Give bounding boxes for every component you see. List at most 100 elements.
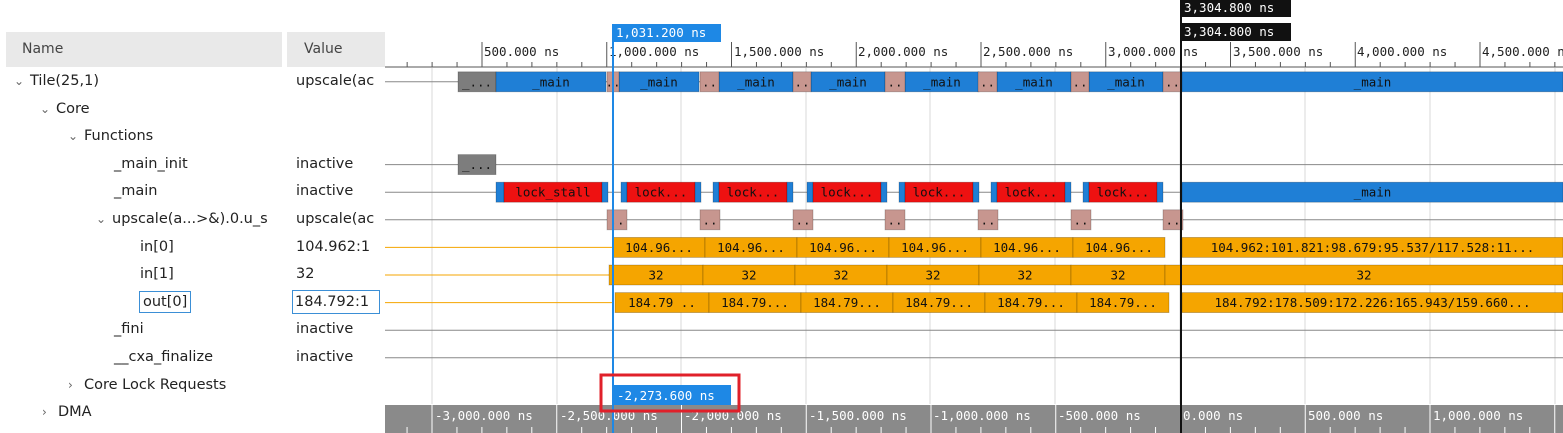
segment-main-label: _main	[829, 74, 867, 89]
waveform-view[interactable]: 500.000 ns 1,000.000 ns 1,500.000 ns 2,000.…	[385, 0, 1563, 433]
name-column-header[interactable]: Name	[6, 32, 282, 67]
tree-row-in1[interactable]: in[1] 32	[0, 261, 385, 288]
segment-out0-value-label: 184.79...	[1089, 295, 1157, 310]
segment-upscale-call	[792, 209, 814, 231]
tree-row-main-init[interactable]: _main_init inactive	[0, 151, 385, 178]
chevron-down-icon[interactable]: ⌄	[14, 74, 25, 88]
top-ruler-tick-label: 4,500.000 ns	[1482, 44, 1563, 59]
chevron-down-icon[interactable]: ⌄	[40, 101, 51, 116]
tree-row-out0[interactable]: out[0] 184.792:1	[0, 289, 385, 316]
segment-in1-value-label: 32	[1017, 268, 1032, 283]
tree-row-label: __cxa_finalize	[114, 344, 213, 371]
tree-row-value: upscale(ac	[296, 211, 375, 227]
segment-in0-value-label: 104.96...	[809, 240, 877, 255]
segment-upscale-call-label: ..	[980, 212, 995, 227]
segment-call	[884, 71, 906, 93]
segment-upscale-call	[1070, 209, 1092, 231]
name-header-label: Name	[22, 41, 64, 57]
segment-lock-stall-label: lock...	[1005, 185, 1058, 200]
cursor-blue-label: 1,031.200 ns	[616, 25, 706, 40]
segment-main-label: _main	[1354, 185, 1392, 200]
tree-row-label: in[1]	[140, 261, 174, 288]
tree-row-label: ⌄ Functions	[68, 123, 153, 150]
segment-in1-value	[1164, 264, 1563, 286]
tree-row-name: Tile(25,1)	[30, 73, 99, 89]
chevron-right-icon[interactable]: ›	[68, 377, 73, 392]
tree-row-tile[interactable]: ⌄ Tile(25,1) upscale(ac	[0, 68, 385, 95]
segment-upscale-call-label: ..	[887, 212, 902, 227]
segment-call	[1070, 71, 1090, 93]
chevron-down-icon[interactable]: ⌄	[96, 212, 107, 226]
segment-out0-value-label: 184.79...	[997, 295, 1065, 310]
segment-lock-stall-label: lock...	[1097, 185, 1150, 200]
segment-call	[699, 71, 720, 93]
tree-row-in0[interactable]: in[0] 104.962:1	[0, 234, 385, 261]
segment-upscale-call	[699, 209, 721, 231]
tree-row-value: 32	[296, 266, 315, 283]
tree-row-dma[interactable]: › DMA	[0, 399, 385, 426]
segment-out0-value	[1076, 292, 1170, 314]
tree-row-core-lock-requests[interactable]: › Core Lock Requests	[0, 372, 385, 399]
delta-highlight-box	[599, 373, 741, 413]
waveform-canvas[interactable]: 500.000 ns 1,000.000 ns 1,500.000 ns 2,000.…	[385, 0, 1563, 433]
segment-main	[601, 181, 609, 203]
segment-main	[786, 181, 794, 203]
value-column-header[interactable]: Value	[287, 32, 385, 67]
cursor-black-label-box	[1181, 0, 1291, 17]
tree-row-core[interactable]: ⌄ Core	[0, 96, 385, 123]
segment-main	[495, 181, 505, 203]
tree-row-cxa-finalize[interactable]: __cxa_finalize inactive	[0, 344, 385, 371]
tree-row-fini[interactable]: _fini inactive	[0, 316, 385, 343]
chevron-right-icon[interactable]: ›	[42, 405, 47, 420]
segment-main-label: _main	[737, 74, 775, 89]
segment-out0-value-label: 184.79...	[905, 295, 973, 310]
segment-upscale-call-label: ..	[795, 212, 810, 227]
segment-in1-value-label: 32	[1356, 268, 1371, 283]
segment-in0-value-label: 104.962:101.821:98.679:95.537/117.528:11…	[1211, 240, 1535, 255]
cursor-black-label-box-2	[1181, 23, 1291, 41]
tree-row-label: › Core Lock Requests	[68, 372, 226, 399]
segment-main	[694, 181, 702, 203]
segment-in0-value-label: 104.96...	[993, 240, 1061, 255]
tree-row-name: Core	[56, 100, 90, 117]
segment-main-init	[457, 154, 497, 176]
segment-call	[977, 71, 998, 93]
tree-row-functions[interactable]: ⌄ Functions	[0, 123, 385, 150]
segment-out0-value-label: 184.792:178.509:172.226:165.943/159.660.…	[1214, 295, 1530, 310]
segment-in1-value-label: 32	[925, 268, 940, 283]
tree-row-name: _fini	[114, 321, 144, 338]
segment-upscale-call-label: ..	[702, 212, 717, 227]
top-ruler-tick-label: 1,500.000 ns	[734, 44, 824, 59]
tree-row-main[interactable]: _main inactive	[0, 178, 385, 205]
top-ruler-tick-label: 3,000.000 ns	[1108, 44, 1198, 59]
bottom-ruler-tick-label: -1,500.000 ns	[809, 408, 907, 423]
segment-in1-value-label: 32	[648, 268, 663, 283]
bottom-ruler-tick-label: -1,000.000 ns	[933, 408, 1031, 423]
cursor-black-label: 3,304.800 ns	[1184, 0, 1274, 15]
tree-row-name: upscale(a...>&).0.u_s	[112, 211, 268, 227]
tree-row-upscale[interactable]: ⌄ upscale(a...>&).0.u_s upscale(ac	[0, 206, 385, 233]
segment-main	[1156, 181, 1164, 203]
chevron-down-icon[interactable]: ⌄	[68, 129, 79, 144]
tree-row-name: _main_init	[114, 155, 188, 172]
segment-in0-value-label: 104.96...	[717, 240, 785, 255]
segment-in1-value-label: 32	[1110, 268, 1125, 283]
cursor-black-label-2: 3,304.800 ns	[1184, 24, 1274, 39]
top-ruler-tick-label: 4,000.000 ns	[1357, 44, 1447, 59]
segment-in0-value-label: 104.96...	[1085, 240, 1153, 255]
segment-main	[806, 181, 814, 203]
segment-lock-stall-label: lock_stall	[515, 185, 590, 200]
bottom-ruler-tick-label: 500.000 ns	[1308, 408, 1383, 423]
bottom-ruler-tick-label: 0.000 ns	[1183, 408, 1243, 423]
segment-upscale-call	[1162, 209, 1184, 231]
cursor-delta-box	[613, 385, 731, 405]
segment-main	[1064, 181, 1072, 203]
bottom-ruler-tick-label: -3,000.000 ns	[435, 408, 533, 423]
top-ruler-tick-label: 2,000.000 ns	[858, 44, 948, 59]
segment-lock-stall-label: lock...	[913, 185, 966, 200]
segment-call-label: ..	[980, 74, 995, 89]
tree-row-name: __cxa_finalize	[114, 349, 213, 365]
segment-main	[972, 181, 980, 203]
segment-call-label: ..	[794, 74, 809, 89]
tree-row-label: _fini	[114, 316, 144, 343]
